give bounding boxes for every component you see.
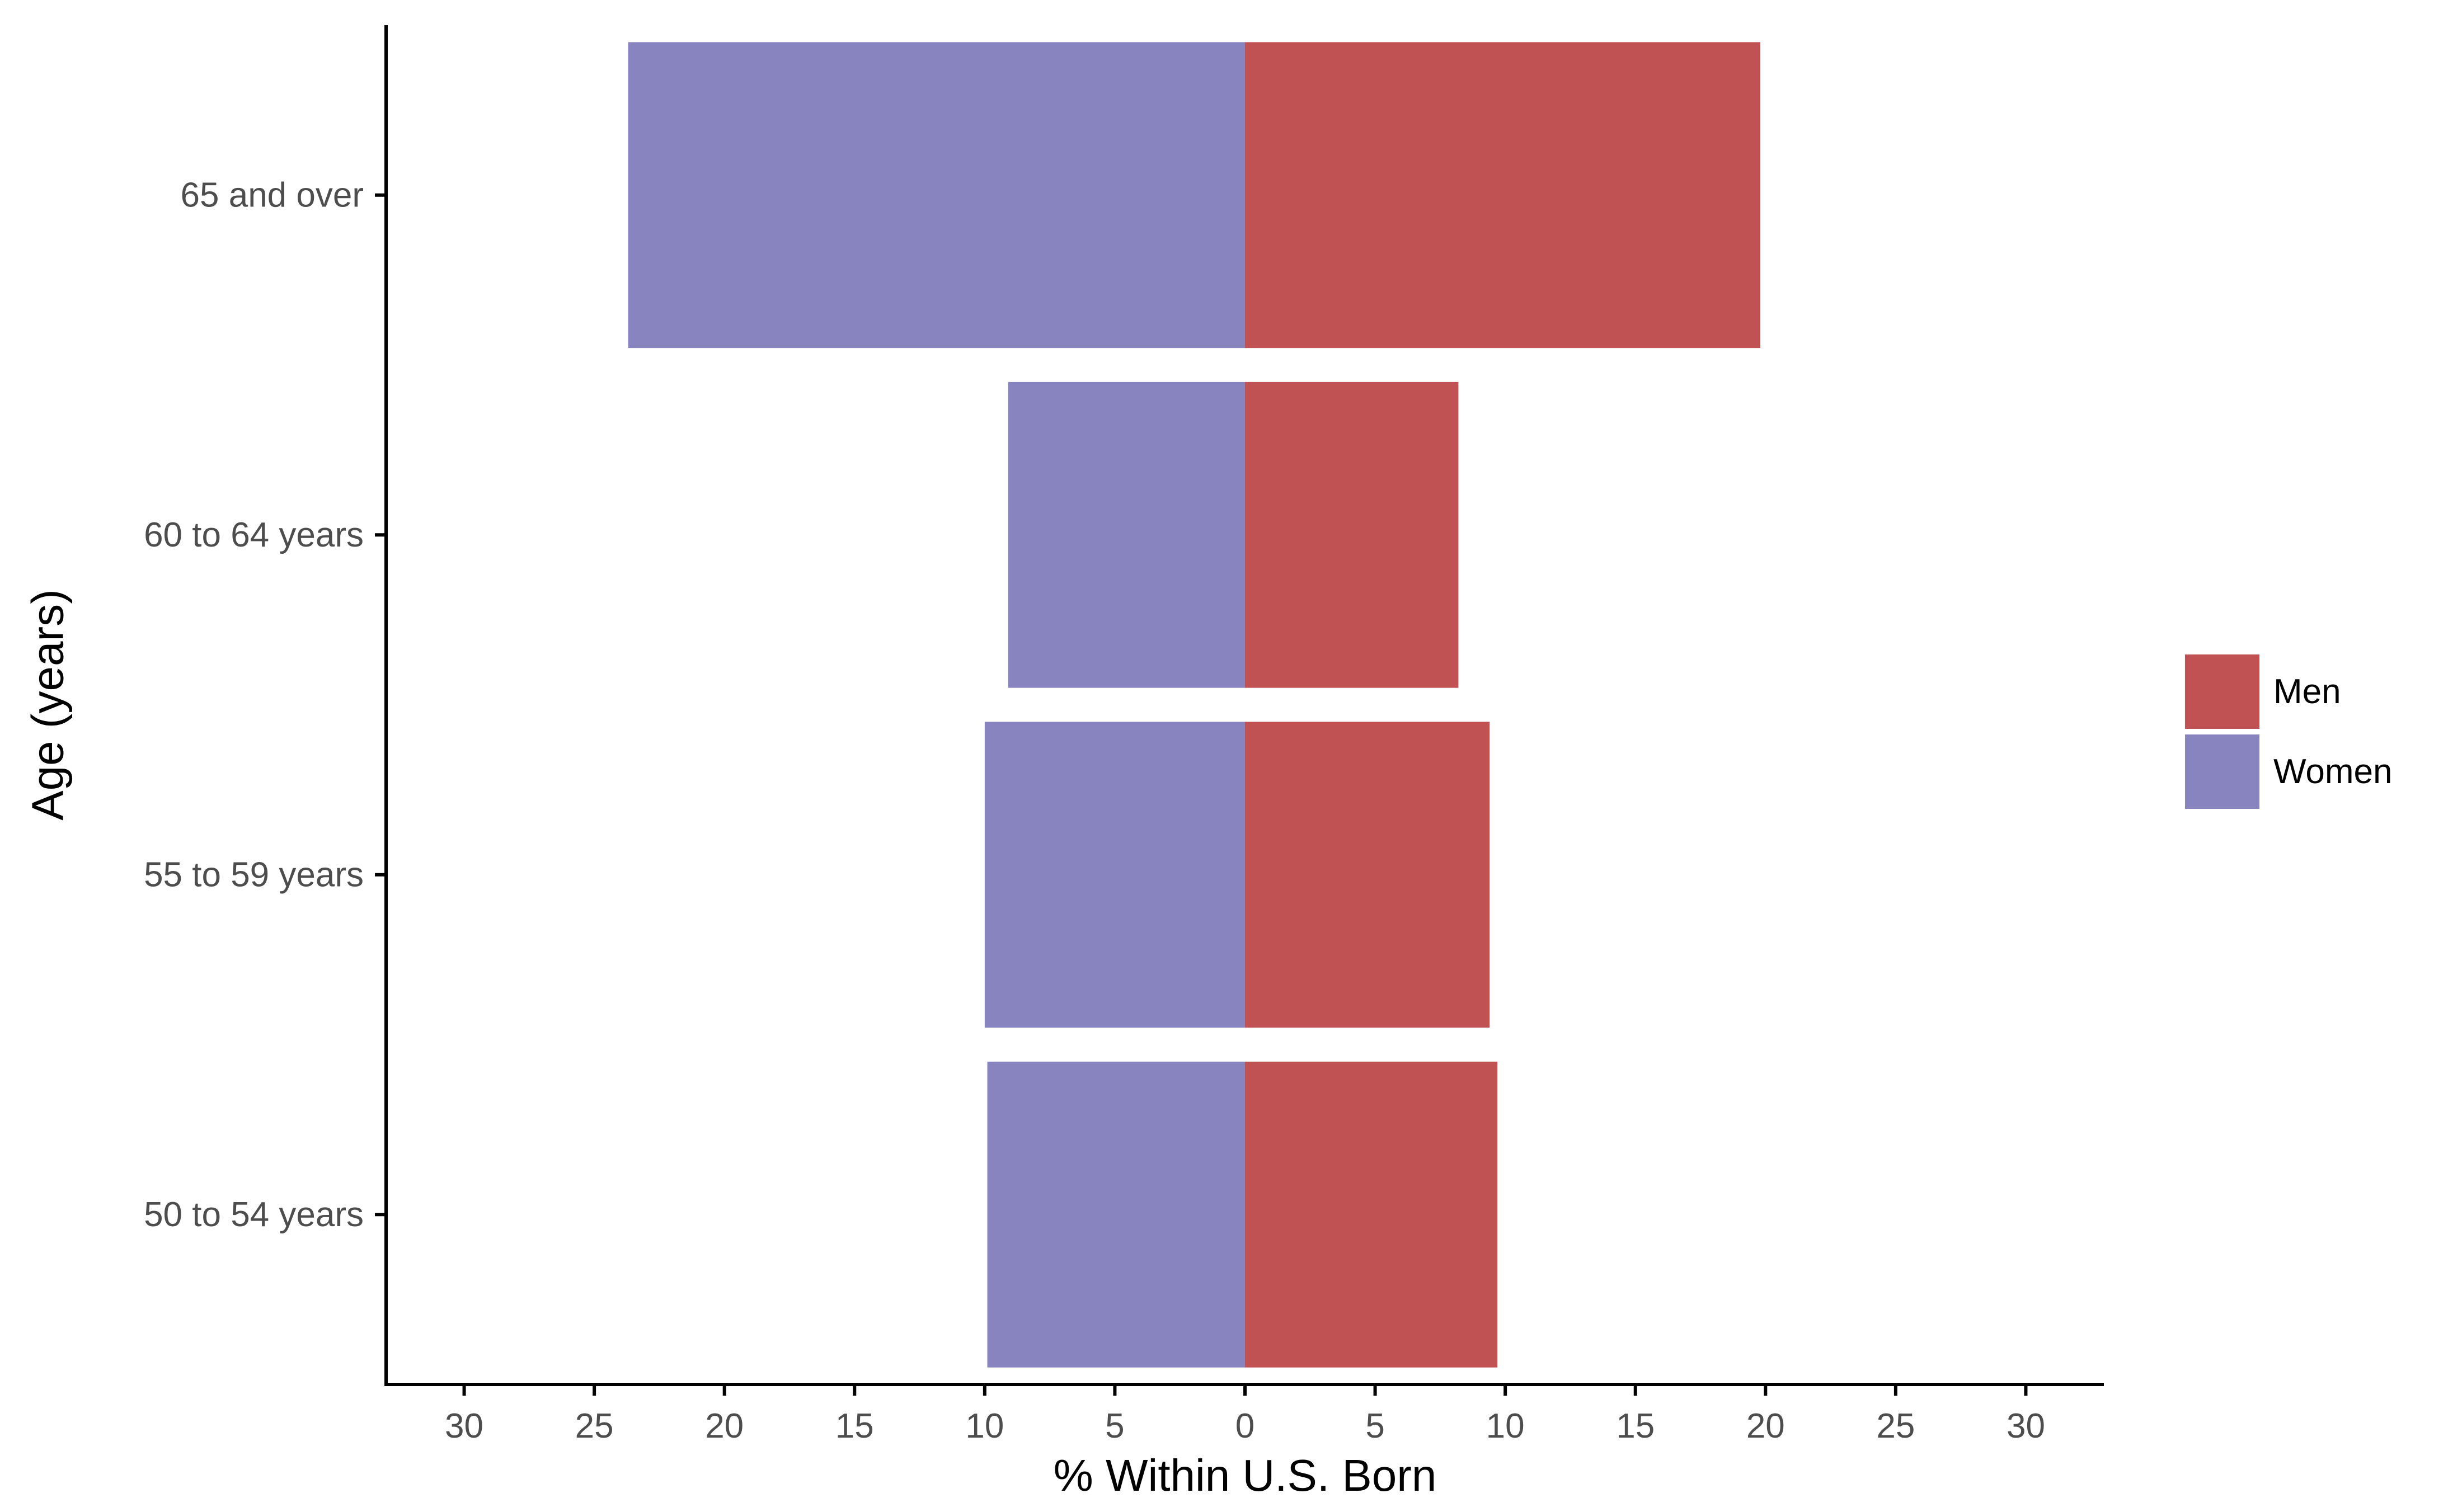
- bar-men-3: [1245, 381, 1459, 688]
- x-tick-label: 20: [705, 1407, 744, 1445]
- bar-men-2: [1245, 722, 1490, 1028]
- legend-label-men: Men: [2273, 672, 2341, 711]
- bar-women-1: [987, 1061, 1245, 1368]
- y-tick-label: 50 to 54 years: [144, 1195, 364, 1234]
- y-tick-label: 55 to 59 years: [144, 855, 364, 894]
- bar-women-3: [1008, 381, 1245, 688]
- x-axis-ticks: 30 25 20 15 10 5 0 5 10 15 20 25 30: [445, 1384, 2045, 1445]
- bar-men-1: [1245, 1061, 1498, 1368]
- legend-label-women: Women: [2273, 752, 2393, 791]
- y-tick-label: 65 and over: [181, 176, 364, 214]
- x-tick-label: 15: [1616, 1407, 1655, 1445]
- bar-men-4: [1245, 42, 1760, 348]
- x-tick-label: 30: [2007, 1407, 2045, 1445]
- y-axis-ticks: 50 to 54 years 55 to 59 years 60 to 64 yea…: [144, 176, 386, 1234]
- x-tick-label: 10: [1486, 1407, 1525, 1445]
- y-axis-title: Age (years): [23, 589, 73, 820]
- x-tick-label: 25: [575, 1407, 614, 1445]
- men-bars: [1245, 42, 1760, 1368]
- x-tick-label: 25: [1876, 1407, 1915, 1445]
- y-tick-label: 60 to 64 years: [144, 516, 364, 554]
- x-tick-label: 30: [445, 1407, 483, 1445]
- legend: Men Women: [2185, 654, 2393, 809]
- x-tick-label: 10: [965, 1407, 1004, 1445]
- legend-swatch-women: [2185, 734, 2259, 809]
- bar-women-4: [628, 42, 1245, 348]
- x-tick-label: 5: [1105, 1407, 1124, 1445]
- legend-swatch-men: [2185, 654, 2259, 729]
- x-axis-title: % Within U.S. Born: [1054, 1450, 1437, 1500]
- x-tick-label: 0: [1235, 1407, 1254, 1445]
- bar-women-2: [984, 722, 1245, 1028]
- x-tick-label: 5: [1365, 1407, 1384, 1445]
- women-bars: [628, 42, 1245, 1368]
- x-tick-label: 20: [1746, 1407, 1785, 1445]
- x-tick-label: 15: [835, 1407, 874, 1445]
